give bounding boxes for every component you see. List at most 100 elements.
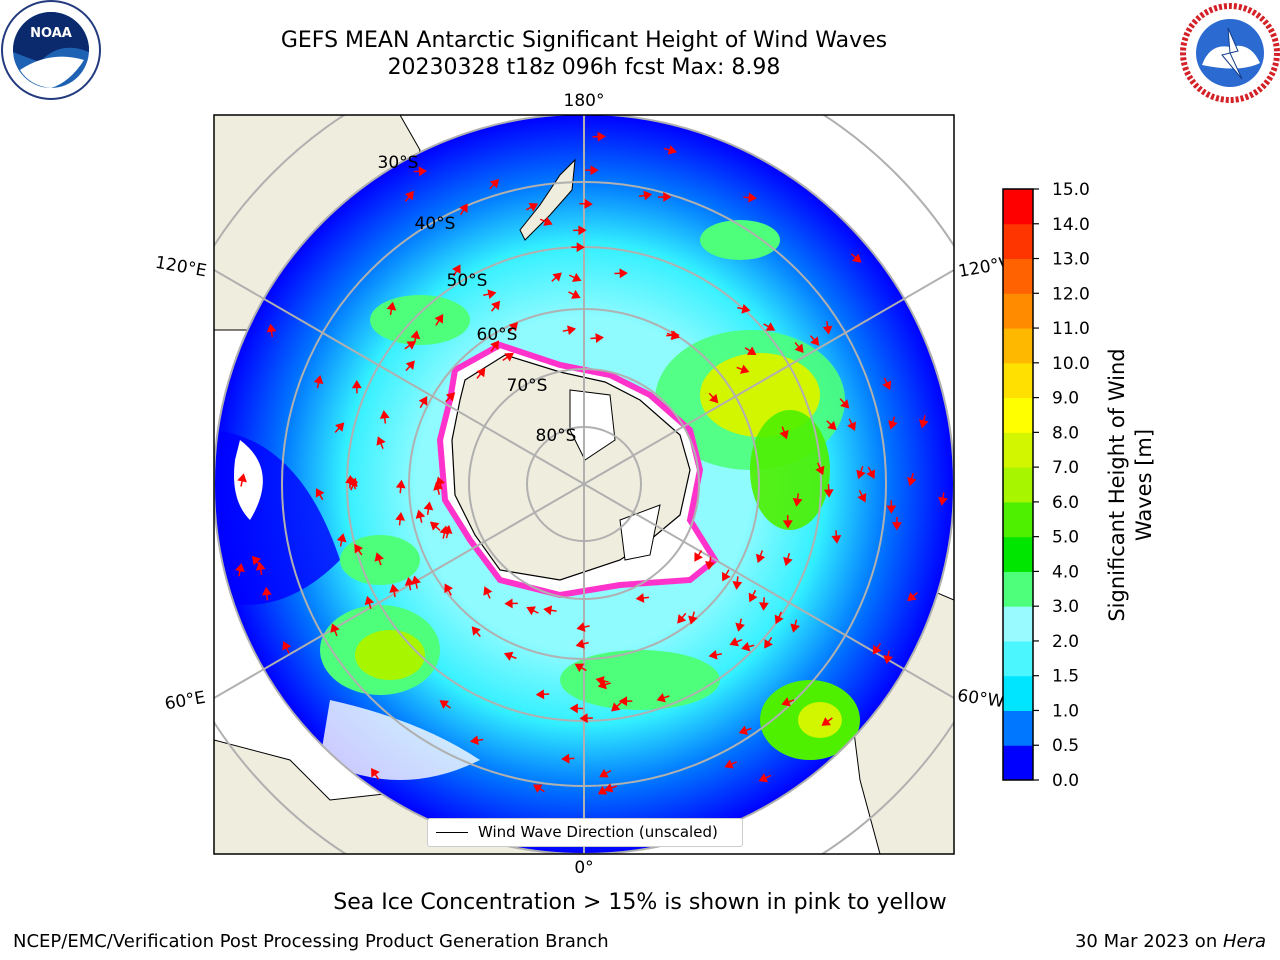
- wind-arrow-head: [827, 420, 837, 431]
- wind-arrow-head: [872, 644, 882, 655]
- wind-arrow-head: [237, 473, 247, 483]
- colorbar-tick-label: 0.0: [1052, 771, 1079, 791]
- wind-arrow-head: [822, 325, 833, 335]
- wind-arrow-head: [469, 735, 479, 746]
- colorbar-tick-label: 1.5: [1052, 667, 1079, 687]
- wind-arrow-head: [694, 552, 703, 562]
- wind-arrow-head: [576, 242, 585, 253]
- wind-arrow-head: [571, 289, 581, 299]
- wind-arrow-head: [907, 476, 917, 487]
- wind-arrow-head: [852, 253, 862, 263]
- legend-label: Wind Wave Direction (unscaled): [478, 823, 718, 841]
- wind-arrow-head: [508, 322, 519, 332]
- wind-arrow-head: [313, 375, 324, 385]
- wind-arrow-head: [663, 192, 672, 202]
- wind-arrow-head: [389, 583, 399, 593]
- wind-arrow-head: [315, 488, 325, 498]
- wind-wave-arrows: [235, 131, 948, 795]
- footer-date-text: 30 Mar 2023 on: [1074, 931, 1223, 952]
- wind-arrow-head: [552, 272, 562, 282]
- wind-arrow-head: [774, 614, 784, 625]
- wind-arrow-head: [815, 465, 825, 476]
- wind-arrow-head: [471, 626, 481, 636]
- colorbar-tick-label: 14.0: [1052, 215, 1090, 235]
- colorbar-segment: [1003, 640, 1033, 677]
- wind-arrow-head: [724, 759, 734, 769]
- wind-arrow-head: [415, 509, 426, 519]
- wind-arrow-head: [779, 429, 789, 440]
- wind-arrow-head: [255, 561, 266, 571]
- wind-arrow-head: [487, 289, 497, 300]
- colorbar-segment: [1003, 501, 1033, 538]
- colorbar-tick-label: 12.0: [1052, 284, 1090, 304]
- wind-arrow-head: [619, 268, 628, 279]
- wind-arrow-head: [528, 202, 539, 212]
- wind-arrow-head: [578, 225, 587, 236]
- wind-arrow-head: [452, 264, 461, 274]
- wind-arrow-head: [708, 649, 718, 660]
- wind-arrow-head: [569, 703, 578, 714]
- wind-arrow-head: [597, 131, 606, 142]
- wind-arrow-head: [576, 622, 586, 632]
- colorbar: [1003, 189, 1033, 781]
- wind-arrow-head: [748, 592, 758, 603]
- wind-arrow-head: [748, 192, 757, 203]
- wind-arrow-head: [584, 198, 593, 209]
- wind-arrow-head: [330, 623, 340, 633]
- legend-line: [436, 832, 468, 833]
- lon-label-60e: 60°E: [163, 688, 207, 715]
- wind-arrow-head: [741, 303, 751, 314]
- colorbar-segment: [1003, 467, 1033, 503]
- wind-arrow-head: [435, 476, 446, 486]
- colorbar-label-line1: Significant Height of Wind: [1105, 348, 1129, 621]
- wind-arrow-head: [571, 272, 582, 282]
- wind-arrow-head: [376, 436, 386, 446]
- wind-arrow-head: [857, 492, 867, 503]
- wind-arrow-head: [405, 360, 415, 370]
- wind-arrow-head: [386, 301, 397, 311]
- colorbar-segment: [1003, 432, 1033, 468]
- wind-arrow-head: [918, 419, 929, 429]
- wind-arrow-head: [821, 717, 831, 726]
- lon-label-60w: 60°W: [956, 686, 1005, 712]
- wind-arrow-head: [667, 145, 678, 155]
- wind-arrow-head: [476, 367, 486, 378]
- wind-arrow-head: [354, 543, 364, 554]
- wind-arrow-head: [423, 501, 434, 511]
- colorbar-segment: [1003, 745, 1033, 781]
- wind-arrow-head: [418, 396, 428, 406]
- wind-arrow-head: [445, 392, 456, 402]
- wind-arrow-head: [483, 586, 493, 596]
- wind-arrow-head: [907, 592, 917, 602]
- wind-arrow-head: [429, 521, 440, 531]
- colorbar-segment: [1003, 223, 1033, 260]
- wind-arrow-head: [574, 663, 585, 673]
- map-legend: Wind Wave Direction (unscaled): [427, 818, 743, 847]
- chart-subtitle: 20230328 t18z 096h fcst Max: 8.98: [387, 55, 781, 80]
- wind-arrow-head: [251, 555, 262, 566]
- wind-arrow-head: [335, 422, 345, 432]
- lon-label-180: 180°: [564, 91, 605, 111]
- wind-arrow-head: [418, 166, 428, 177]
- noaa-logo: NOAA: [1, 0, 101, 100]
- sea-ice-caption: Sea Ice Concentration > 15% is shown in …: [333, 890, 947, 915]
- wind-arrow-head: [938, 496, 948, 506]
- colorbar-segment: [1003, 397, 1033, 433]
- wind-arrow-head: [379, 410, 390, 419]
- wind-arrow-head: [595, 333, 604, 343]
- colorbar-segment: [1003, 710, 1033, 746]
- wind-arrow-head: [444, 583, 453, 594]
- wind-arrow-head: [888, 420, 898, 430]
- wind-arrow-head: [535, 689, 545, 700]
- wind-arrow-head: [459, 203, 468, 213]
- colorbar-segment: [1003, 536, 1033, 572]
- colorbar-segment: [1003, 362, 1033, 399]
- colorbar-tick-label: 11.0: [1052, 319, 1090, 339]
- wind-arrow-head: [847, 421, 856, 432]
- wind-arrow-head: [410, 330, 421, 340]
- wind-arrow-head: [746, 346, 757, 356]
- colorbar-tick-label: 15.0: [1052, 180, 1090, 200]
- colorbar-tick-label: 0.5: [1052, 736, 1079, 756]
- wind-arrow-head: [395, 479, 406, 489]
- wind-arrow-head: [406, 340, 416, 350]
